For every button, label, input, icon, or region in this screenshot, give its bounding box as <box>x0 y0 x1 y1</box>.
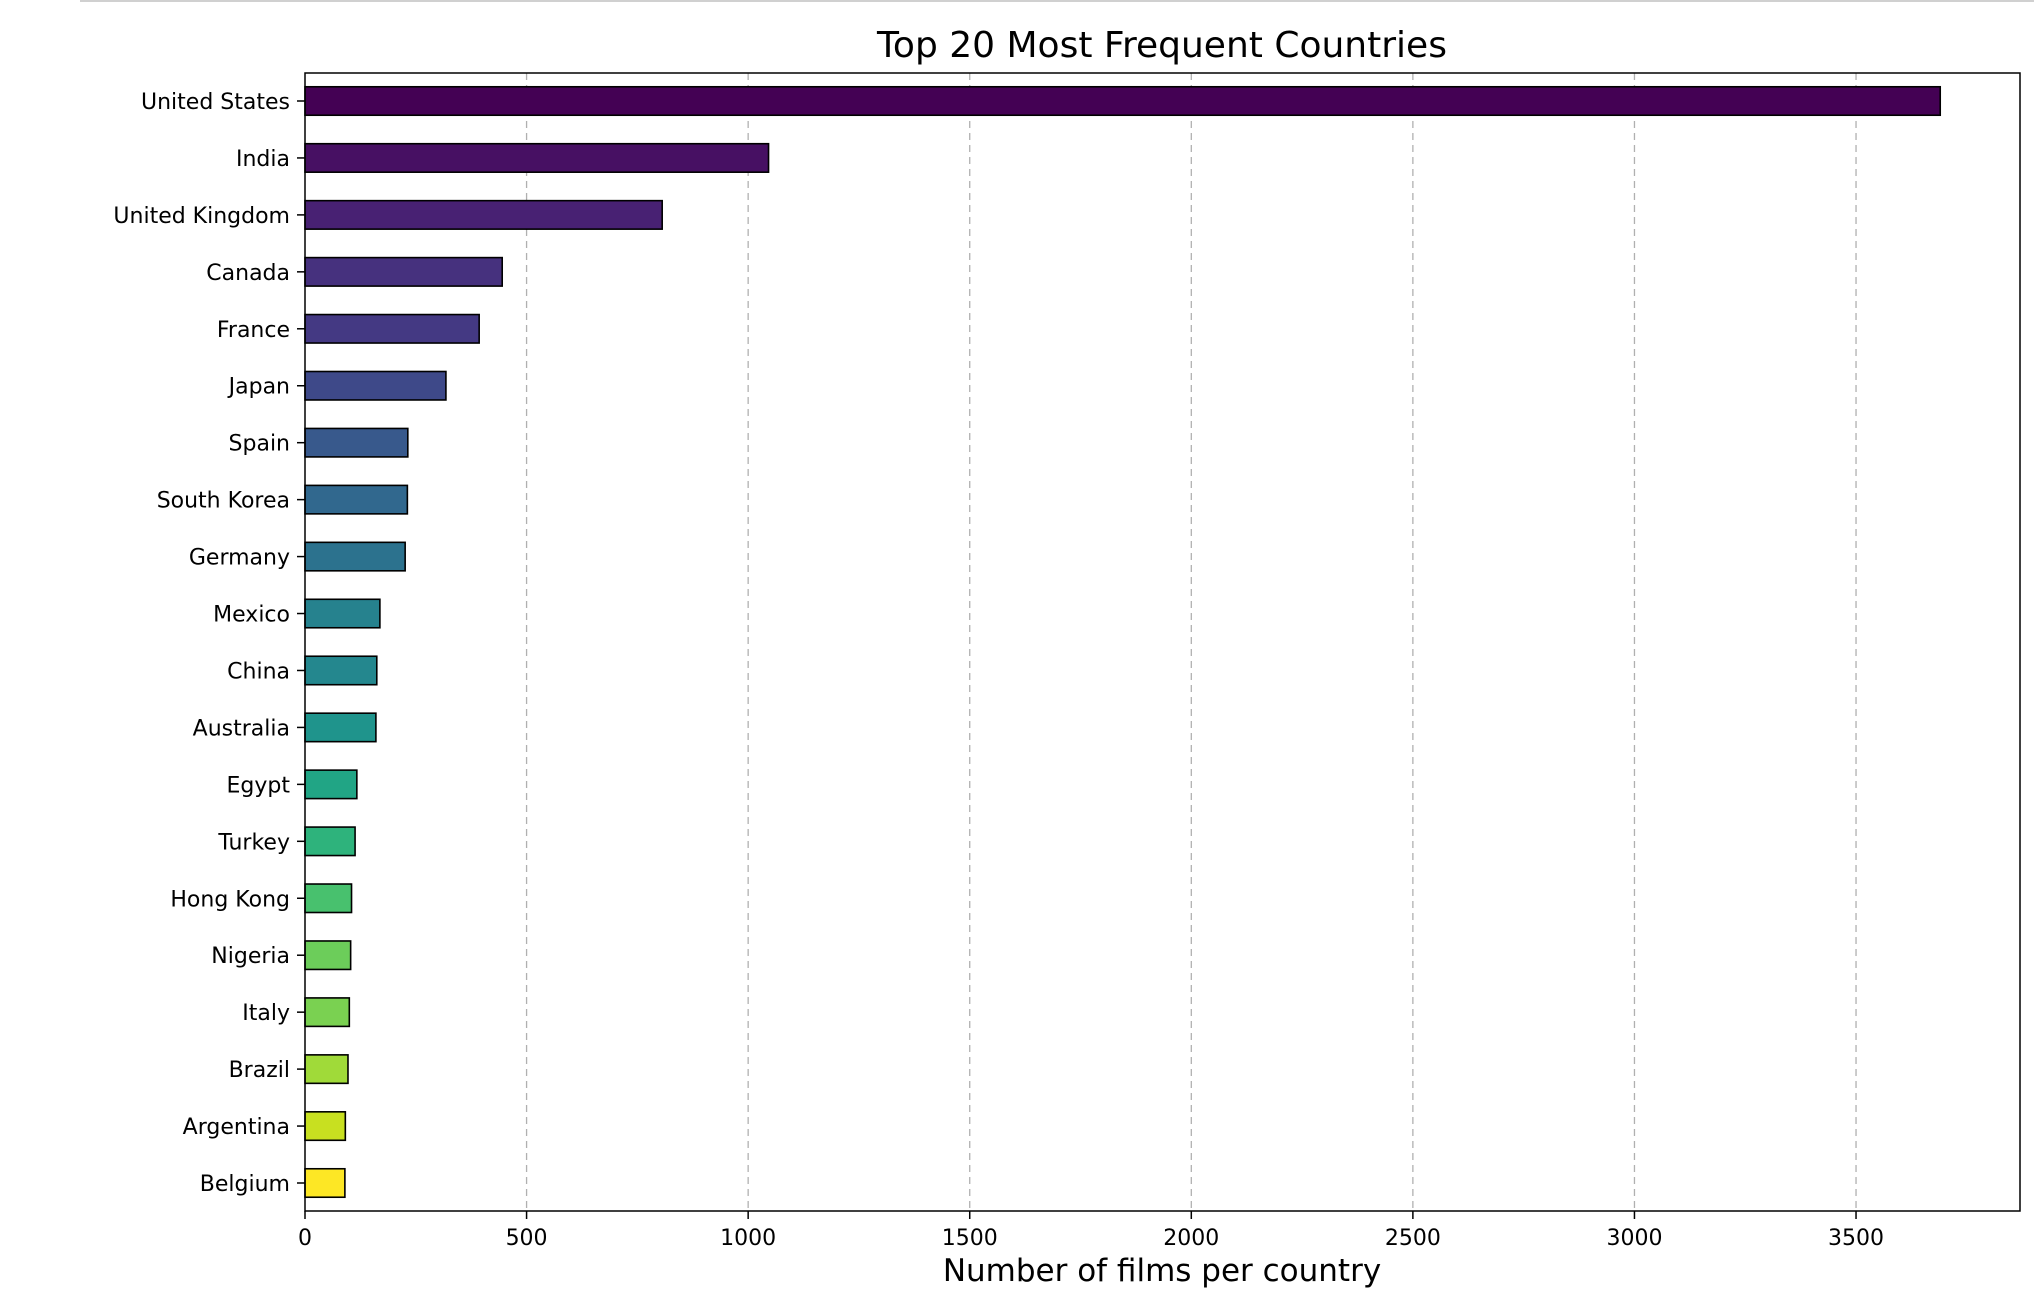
y-tick-label-turkey: Turkey <box>217 830 290 855</box>
y-tick-label-united-kingdom: United Kingdom <box>113 204 290 229</box>
bar-belgium <box>304 1167 346 1199</box>
plot-frame <box>304 72 2021 1212</box>
y-tick-label-germany: Germany <box>189 546 290 571</box>
y-tick-label-australia: Australia <box>193 716 290 741</box>
x-tick-label-1000: 1000 <box>720 1226 776 1251</box>
bar-spain <box>304 427 409 458</box>
x-tick-label-1500: 1500 <box>942 1226 998 1251</box>
bar-india <box>304 142 770 173</box>
y-tick-label-hong-kong: Hong Kong <box>170 887 290 912</box>
chart-title: Top 20 Most Frequent Countries <box>876 25 1447 66</box>
bar-china <box>304 655 378 686</box>
bars <box>304 85 1942 1199</box>
y-tick-label-nigeria: Nigeria <box>211 944 290 969</box>
y-tick-label-india: India <box>236 147 290 172</box>
x-tick-label-3500: 3500 <box>1828 1226 1884 1251</box>
y-axis-ticks: United States India United Kingdom Canada Fr… <box>113 90 305 1197</box>
y-tick-label-china: China <box>227 659 290 684</box>
x-axis-label: Number of films per country <box>943 1253 1381 1289</box>
bar-south-korea <box>304 484 409 515</box>
y-tick-label-italy: Italy <box>242 1001 290 1026</box>
grid-lines <box>525 73 1857 1211</box>
x-tick-label-500: 500 <box>506 1226 548 1251</box>
y-tick-label-canada: Canada <box>206 261 290 286</box>
bar-nigeria <box>304 940 352 971</box>
bar-united-states <box>304 85 1942 117</box>
bar-brazil <box>304 1054 349 1085</box>
bar-argentina <box>304 1111 347 1142</box>
y-tick-label-argentina: Argentina <box>183 1115 290 1140</box>
bar-australia <box>304 712 377 743</box>
y-tick-label-belgium: Belgium <box>200 1172 290 1197</box>
x-tick-label-2000: 2000 <box>1163 1226 1219 1251</box>
y-tick-label-japan: Japan <box>227 375 290 400</box>
x-axis-ticks: 0 500 1000 1500 2000 2500 3000 3500 <box>298 1211 1884 1251</box>
bar-germany <box>304 541 406 572</box>
top-divider <box>80 0 2034 2</box>
y-tick-label-south-korea: South Korea <box>157 489 290 514</box>
y-tick-label-mexico: Mexico <box>213 603 290 628</box>
y-tick-label-spain: Spain <box>229 432 290 457</box>
x-tick-label-2500: 2500 <box>1385 1226 1441 1251</box>
bar-canada <box>304 256 504 287</box>
bar-egypt <box>304 769 358 800</box>
bar-hong-kong <box>304 883 353 914</box>
x-tick-label-3000: 3000 <box>1606 1226 1662 1251</box>
y-tick-label-france: France <box>217 318 290 343</box>
bar-france <box>304 313 480 344</box>
bar-italy <box>304 997 351 1028</box>
bar-mexico <box>304 598 381 629</box>
bar-united-kingdom <box>304 199 663 230</box>
y-tick-label-egypt: Egypt <box>227 773 291 798</box>
y-tick-label-brazil: Brazil <box>229 1058 290 1083</box>
x-tick-label-0: 0 <box>298 1226 312 1251</box>
bar-japan <box>304 370 447 401</box>
y-tick-label-united-states: United States <box>141 90 290 115</box>
bar-turkey <box>304 826 356 857</box>
